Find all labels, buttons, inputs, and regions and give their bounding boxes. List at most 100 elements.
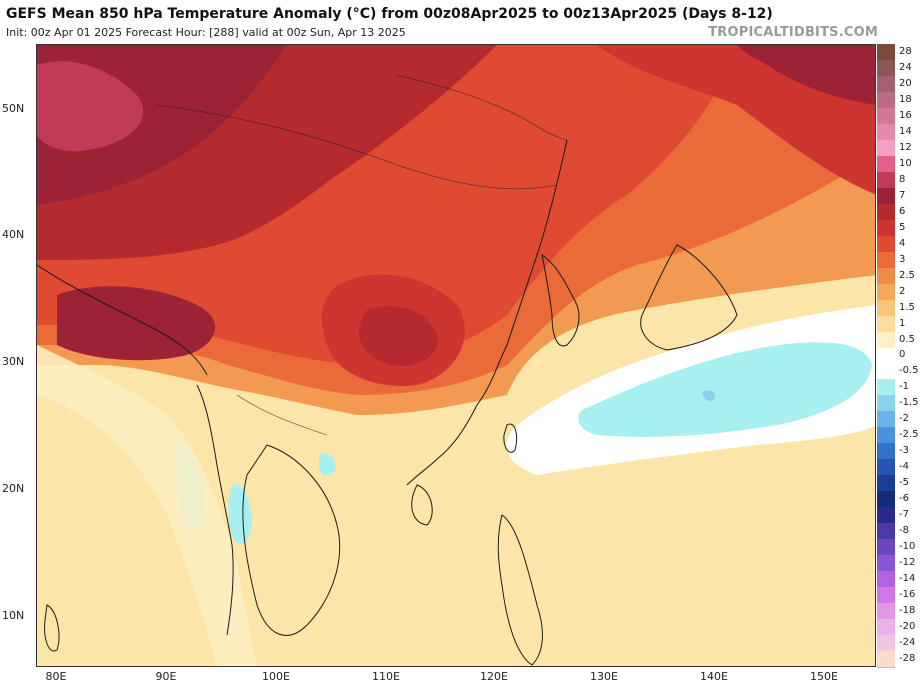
colorbar-level: -20: [877, 619, 923, 637]
russia-border: [396, 74, 568, 141]
colorbar-level: 4: [877, 235, 923, 253]
colorbar-level: -1.5: [877, 395, 923, 413]
colorbar-label: 8: [899, 173, 906, 185]
colorbar-swatch: [877, 283, 895, 301]
colorbar-label: 16: [899, 109, 912, 121]
colorbar-level: 20: [877, 75, 923, 93]
lon-label-110e: 110E: [372, 670, 400, 683]
colorbar-swatch: [877, 507, 895, 525]
lon-label-130e: 130E: [590, 670, 618, 683]
colorbar-level: -2.5: [877, 427, 923, 445]
colorbar-level: -0.5: [877, 363, 923, 381]
anomaly-field: [37, 45, 875, 666]
colorbar-swatch: [877, 363, 895, 381]
cool-anomaly-pacific: [578, 342, 872, 437]
taiwan-outline: [503, 423, 518, 453]
colorbar-level: -12: [877, 555, 923, 573]
colorbar-swatch: [877, 187, 895, 205]
colorbar-swatch: [877, 123, 895, 141]
lon-label-100e: 100E: [262, 670, 290, 683]
colorbar-label: 28: [899, 45, 912, 57]
colorbar-level: -3: [877, 443, 923, 461]
colorbar-swatch: [877, 347, 895, 365]
colorbar-level: -6: [877, 491, 923, 509]
colorbar-level: 1: [877, 315, 923, 333]
colorbar-swatch: [877, 379, 895, 397]
colorbar-label: 4: [899, 237, 906, 249]
colorbar-level: 8: [877, 171, 923, 189]
burma-coast: [196, 384, 234, 636]
philippines-outline: [497, 514, 543, 666]
colorbar-swatch: [877, 267, 895, 285]
colorbar-label: -5: [899, 477, 909, 489]
colorbar-level: 7: [877, 187, 923, 205]
anomaly-map: [36, 44, 876, 667]
lat-label-50n: 50N: [2, 102, 25, 115]
colorbar-swatch: [877, 107, 895, 125]
colorbar-level: -14: [877, 571, 923, 589]
colorbar-level: 10: [877, 155, 923, 173]
colorbar-level: -1: [877, 379, 923, 397]
colorbar-label: -0.5: [899, 365, 919, 377]
map-subtitle: Init: 00z Apr 01 2025 Forecast Hour: [28…: [6, 26, 406, 39]
colorbar-level: 28: [877, 44, 923, 61]
colorbar-label: 10: [899, 157, 912, 169]
mongolia-border: [156, 104, 558, 190]
colorbar-swatch: [877, 44, 895, 61]
lat-label-30n: 30N: [2, 355, 25, 368]
colorbar-level: 12: [877, 139, 923, 157]
colorbar-label: 2.5: [899, 269, 915, 281]
colorbar-swatch: [877, 75, 895, 93]
korea-outline: [541, 253, 580, 347]
colorbar-label: -2.5: [899, 429, 919, 441]
near-zero-lane-bengal: [37, 345, 257, 666]
colorbar-level: -24: [877, 635, 923, 653]
lon-label-150e: 150E: [810, 670, 838, 683]
colorbar-label: 6: [899, 205, 906, 217]
colorbar-level: 24: [877, 59, 923, 77]
colorbar-label: -10: [899, 541, 916, 553]
lon-label-140e: 140E: [700, 670, 728, 683]
colorbar-swatch: [877, 315, 895, 333]
colorbar-level: 14: [877, 123, 923, 141]
colorbar-swatch: [877, 459, 895, 477]
colorbar-swatch: [877, 427, 895, 445]
lon-label-90e: 90E: [155, 670, 177, 683]
colorbar-label: 5: [899, 221, 906, 233]
colorbar-level: -18: [877, 603, 923, 621]
colorbar-label: -8: [899, 525, 909, 537]
colorbar-swatch: [877, 203, 895, 221]
credit-watermark: TROPICALTIDBITS.COM: [708, 25, 878, 40]
colorbar-level: 0.5: [877, 331, 923, 349]
colorbar-swatch: [877, 619, 895, 637]
colorbar-legend: 28 24 20 18 16 14 12 10 8 7 6 5 4 3 2.5 2 1.5 1 0.5 0 -0.5 -1…: [877, 44, 923, 668]
lon-label-80e: 80E: [45, 670, 67, 683]
colorbar-level: -8: [877, 523, 923, 541]
colorbar-level: 2.5: [877, 267, 923, 285]
colorbar-level: 18: [877, 91, 923, 109]
colorbar-level: -28: [877, 651, 923, 668]
colorbar-level: -7: [877, 507, 923, 525]
colorbar-swatch: [877, 395, 895, 413]
japan-outline: [640, 244, 738, 351]
colorbar-swatch: [877, 155, 895, 173]
map-title: GEFS Mean 850 hPa Temperature Anomaly (°…: [6, 6, 773, 22]
colorbar-swatch: [877, 331, 895, 349]
colorbar-level: 6: [877, 203, 923, 221]
anomaly-band-8-west: [37, 61, 144, 152]
colorbar-level: 16: [877, 107, 923, 125]
colorbar-swatch: [877, 443, 895, 461]
colorbar-label: -6: [899, 493, 909, 505]
anomaly-band-6-china: [358, 306, 438, 366]
cool-anomaly-vietnam: [319, 453, 336, 476]
colorbar-swatch: [877, 651, 895, 668]
colorbar-label: -18: [899, 605, 916, 617]
colorbar-swatch: [877, 59, 895, 77]
colorbar-level: -16: [877, 587, 923, 605]
colorbar-swatch: [877, 555, 895, 573]
country-borders: [156, 74, 568, 436]
colorbar-level: 2: [877, 283, 923, 301]
colorbar-swatch: [877, 475, 895, 493]
hainan-outline: [411, 484, 433, 526]
colorbar-level: 3: [877, 251, 923, 269]
